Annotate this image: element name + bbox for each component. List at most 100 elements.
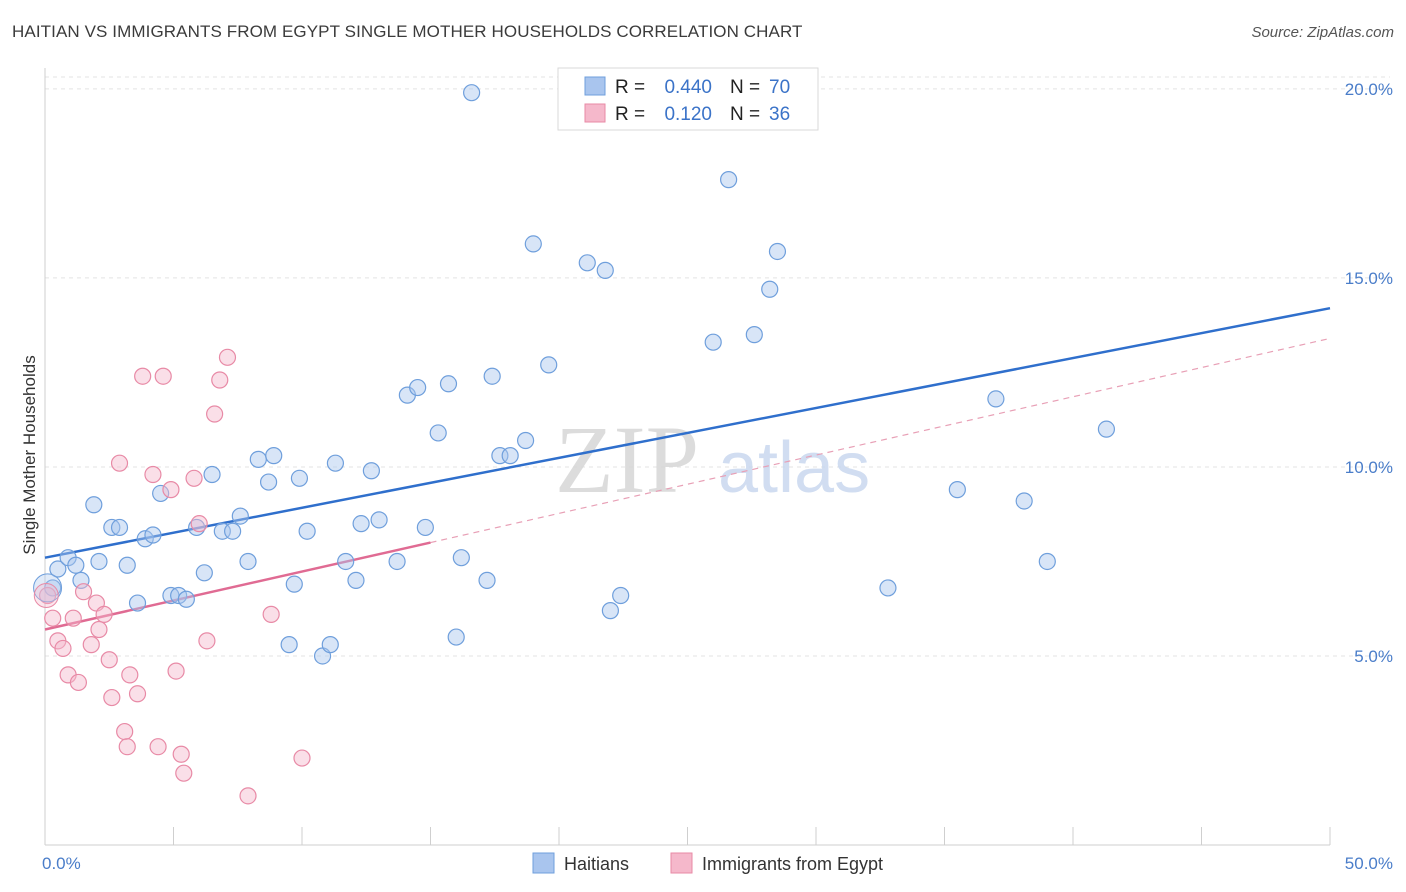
y-tick-label: 15.0% <box>1345 269 1393 288</box>
point-haitians <box>416 518 434 537</box>
point-haitians <box>152 484 170 503</box>
point-haitians <box>439 375 458 393</box>
legend-n-label: N = <box>730 77 760 98</box>
point-haitians <box>501 447 519 465</box>
bottom-legend-swatch-egypt <box>670 852 693 874</box>
point-haitians <box>1038 552 1056 571</box>
point-egypt <box>239 787 257 805</box>
legend-n-value: 36 <box>769 104 790 125</box>
point-haitians <box>879 579 897 597</box>
data-points <box>33 84 1116 805</box>
point-haitians <box>265 447 283 465</box>
point-haitians <box>280 636 298 654</box>
point-egypt <box>90 620 108 639</box>
legend-n-value: 70 <box>769 77 790 98</box>
bottom-legend-swatch-haitians <box>532 852 555 874</box>
legend-n-label: N = <box>730 104 760 125</box>
point-haitians <box>85 496 103 514</box>
point-haitians <box>1015 492 1033 510</box>
point-haitians <box>704 333 722 351</box>
trend-line-haitians <box>44 306 1331 559</box>
point-haitians <box>478 571 496 589</box>
point-egypt <box>162 481 180 499</box>
bottom-legend-label-egypt: Immigrants from Egypt <box>702 854 883 874</box>
point-haitians <box>601 602 620 620</box>
point-egypt <box>134 367 152 385</box>
legend-r-label: R = <box>615 77 645 98</box>
point-egypt <box>198 632 216 650</box>
point-haitians <box>745 326 763 344</box>
point-egypt <box>172 745 190 763</box>
point-haitians <box>761 280 779 298</box>
point-egypt <box>175 764 193 782</box>
point-haitians <box>144 526 162 544</box>
y-tick-label: 5.0% <box>1354 647 1393 666</box>
point-haitians <box>118 556 136 574</box>
point-haitians <box>321 636 339 654</box>
point-haitians <box>239 552 257 571</box>
point-egypt <box>110 454 129 472</box>
watermark-zip: ZIP <box>555 406 699 513</box>
point-haitians <box>49 560 67 578</box>
legend-r-value: 0.440 <box>664 77 712 98</box>
point-haitians <box>452 549 470 567</box>
point-haitians <box>259 473 278 491</box>
point-egypt <box>82 636 100 654</box>
point-egypt-cluster <box>33 582 59 608</box>
point-haitians <box>249 450 267 468</box>
point-haitians <box>352 515 370 533</box>
point-haitians <box>67 556 85 574</box>
point-egypt <box>218 348 237 366</box>
point-haitians <box>516 431 535 450</box>
legend: R = 0.440 N = 70 R = 0.120 N = 36 <box>557 67 819 131</box>
point-haitians <box>347 571 365 589</box>
point-egypt <box>149 738 167 756</box>
trend-line-egypt <box>44 541 431 631</box>
x-tick-label: 0.0% <box>42 854 81 873</box>
trend-lines <box>44 306 1331 631</box>
x-tick-labels: 0.0% 50.0% <box>42 854 1393 873</box>
legend-swatch <box>584 103 606 123</box>
point-egypt <box>74 583 93 601</box>
point-haitians <box>409 378 427 397</box>
chart-title: HAITIAN VS IMMIGRANTS FROM EGYPT SINGLE … <box>12 22 803 41</box>
point-haitians <box>720 171 738 189</box>
watermark: ZIP atlas <box>555 406 870 513</box>
point-haitians <box>388 552 406 571</box>
point-haitians <box>429 424 447 442</box>
point-egypt <box>118 738 136 756</box>
point-haitians <box>612 586 630 605</box>
point-haitians <box>90 552 108 571</box>
point-haitians <box>1097 420 1116 438</box>
point-haitians <box>177 590 195 608</box>
point-haitians <box>128 594 147 612</box>
y-tick-label: 10.0% <box>1345 458 1393 477</box>
point-haitians <box>578 254 596 272</box>
point-egypt <box>54 639 72 658</box>
point-haitians <box>768 242 787 261</box>
y-axis-label: Single Mother Households <box>20 355 39 554</box>
point-egypt <box>211 371 229 389</box>
bottom-legend-label-haitians: Haitians <box>564 854 629 874</box>
point-egypt <box>206 405 224 423</box>
point-haitians <box>298 522 316 540</box>
point-haitians <box>596 261 614 279</box>
point-haitians <box>483 367 501 385</box>
point-egypt <box>262 605 280 623</box>
point-haitians <box>231 507 249 525</box>
point-haitians <box>447 628 465 646</box>
point-egypt <box>38 586 57 605</box>
legend-r-label: R = <box>615 104 645 125</box>
watermark-atlas: atlas <box>718 428 870 508</box>
x-tick-label: 50.0% <box>1345 854 1393 873</box>
legend-r-value: 0.120 <box>664 104 712 125</box>
bottom-legend: Haitians Immigrants from Egypt <box>532 852 883 874</box>
point-haitians <box>285 575 303 593</box>
point-haitians <box>362 462 380 480</box>
point-haitians <box>987 390 1005 408</box>
point-egypt <box>116 722 134 741</box>
point-egypt <box>154 367 172 385</box>
point-egypt <box>128 685 147 703</box>
point-haitians-cluster <box>33 573 63 603</box>
